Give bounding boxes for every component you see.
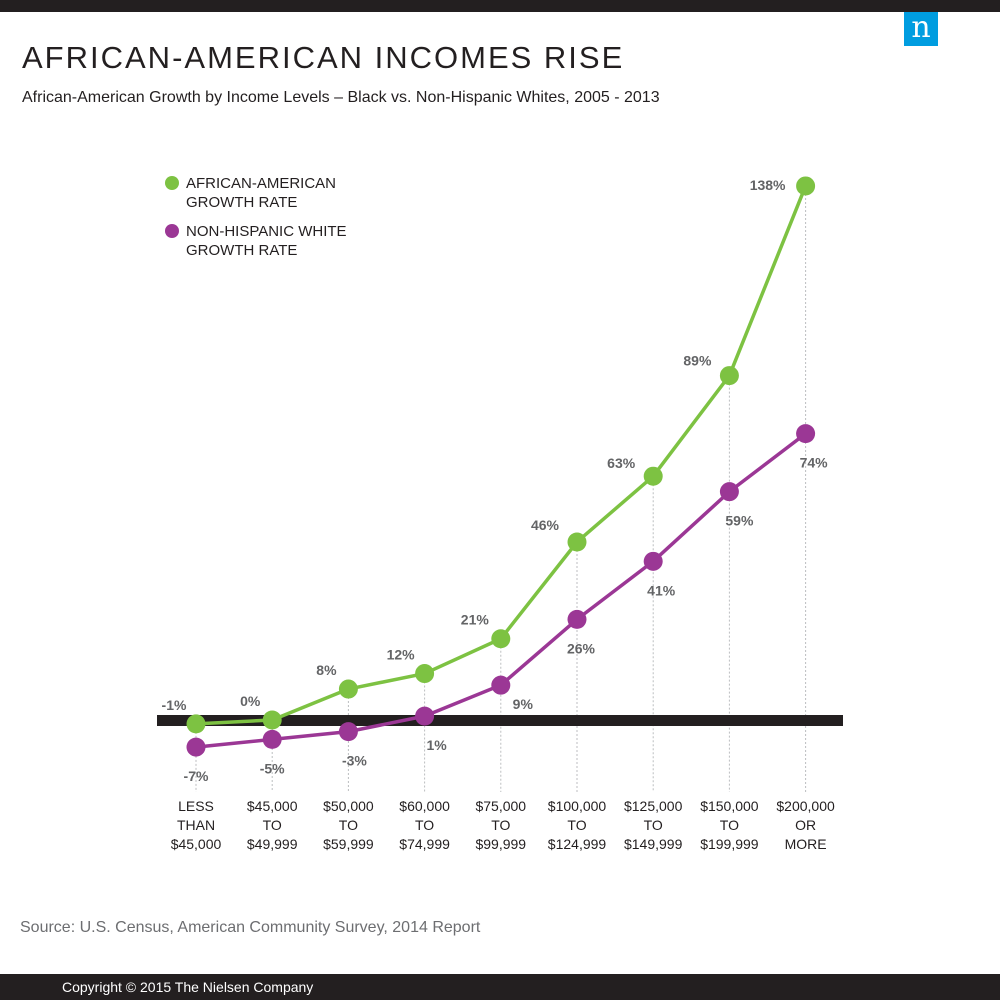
african-american-value-label: 46%: [531, 517, 560, 533]
copyright-text: Copyright © 2015 The Nielsen Company: [62, 979, 314, 995]
non-hispanic-white-value-label: 26%: [567, 640, 596, 656]
african-american-point: [796, 176, 816, 196]
non-hispanic-white-value-label: 1%: [426, 737, 447, 753]
african-american-point: [415, 664, 435, 684]
category-label: $59,999: [323, 836, 374, 852]
african-american-point: [186, 714, 206, 734]
african-american-value-label: 63%: [607, 455, 636, 471]
category-label: TO: [263, 817, 282, 833]
african-american-value-label: 12%: [387, 647, 416, 663]
non-hispanic-white-point: [186, 737, 206, 757]
african-american-value-label: 138%: [750, 177, 786, 193]
legend-african-american-label: GROWTH RATE: [186, 194, 297, 211]
african-american-point: [643, 466, 663, 486]
legend-non-hispanic-white-swatch: [165, 224, 179, 238]
non-hispanic-white-value-label: 59%: [725, 513, 754, 529]
category-labels: LESS THAN $45,000 $45,000 TO $49,999 $50,000 TO…: [171, 798, 835, 852]
category-label: TO: [339, 817, 358, 833]
non-hispanic-white-value-label: 9%: [513, 696, 534, 712]
category-label: TO: [491, 817, 510, 833]
category-label: $149,999: [624, 836, 683, 852]
legend-non-hispanic-white-label: GROWTH RATE: [186, 242, 297, 259]
bottom-bar: Copyright © 2015 The Nielsen Company: [0, 974, 1000, 1000]
category-label: $49,999: [247, 836, 298, 852]
category-label: $75,000: [475, 798, 526, 814]
african-american-value-label: 8%: [316, 662, 337, 678]
category-label: $60,000: [399, 798, 450, 814]
category-label: $150,000: [700, 798, 759, 814]
african-american-value-label: 0%: [240, 693, 261, 709]
category-label: $99,999: [475, 836, 526, 852]
african-american-point: [338, 679, 358, 699]
category-label: TO: [644, 817, 663, 833]
value-labels: -1% 0% 8% 12% 21% 46% 63% 89% 138% -7% -5% -3% 1% 9% 2…: [162, 177, 829, 784]
category-label: $74,999: [399, 836, 450, 852]
category-label: $125,000: [624, 798, 683, 814]
nielsen-logo-icon: n: [904, 12, 938, 46]
category-label: OR: [795, 817, 816, 833]
chart-subtitle: African-American Growth by Income Levels…: [22, 89, 660, 106]
non-hispanic-white-value-label: -5%: [260, 760, 285, 776]
non-hispanic-white-point: [643, 551, 663, 571]
african-american-value-label: 89%: [683, 353, 712, 369]
category-label: $199,999: [700, 836, 759, 852]
top-bar: [0, 0, 1000, 12]
legend-african-american-swatch: [165, 176, 179, 190]
category-label: $200,000: [776, 798, 835, 814]
non-hispanic-white-value-label: 74%: [800, 455, 829, 471]
legend: AFRICAN-AMERICAN GROWTH RATE NON-HISPANIC …: [165, 175, 347, 259]
category-label: $45,000: [247, 798, 298, 814]
series-points: [186, 176, 816, 757]
category-guides: [195, 185, 807, 792]
non-hispanic-white-point: [338, 722, 358, 742]
category-label: TO: [415, 817, 434, 833]
category-label: TO: [567, 817, 586, 833]
non-hispanic-white-point: [491, 675, 511, 695]
source-note: Source: U.S. Census, American Community …: [20, 919, 481, 936]
african-american-point: [491, 629, 511, 649]
non-hispanic-white-point: [262, 729, 282, 749]
category-label: $45,000: [171, 836, 222, 852]
african-american-value-label: 21%: [461, 612, 490, 628]
category-label: $50,000: [323, 798, 374, 814]
category-label: $100,000: [548, 798, 607, 814]
non-hispanic-white-value-label: 41%: [647, 582, 676, 598]
non-hispanic-white-value-label: -7%: [184, 768, 209, 784]
category-label: LESS: [178, 798, 214, 814]
legend-non-hispanic-white-label: NON-HISPANIC WHITE: [186, 223, 347, 240]
legend-african-american-label: AFRICAN-AMERICAN: [186, 175, 336, 192]
african-american-point: [719, 366, 739, 386]
african-american-point: [262, 710, 282, 730]
non-hispanic-white-point: [567, 609, 587, 629]
chart-title: AFRICAN-AMERICAN INCOMES RISE: [22, 40, 625, 75]
non-hispanic-white-point: [796, 424, 816, 444]
non-hispanic-white-point: [719, 482, 739, 502]
category-label: TO: [720, 817, 739, 833]
zero-baseline: [157, 715, 843, 726]
non-hispanic-white-value-label: -3%: [342, 753, 367, 769]
category-label: MORE: [785, 836, 827, 852]
category-label: $124,999: [548, 836, 607, 852]
african-american-point: [567, 532, 587, 552]
category-label: THAN: [177, 817, 215, 833]
non-hispanic-white-point: [415, 706, 435, 726]
african-american-value-label: -1%: [162, 697, 187, 713]
